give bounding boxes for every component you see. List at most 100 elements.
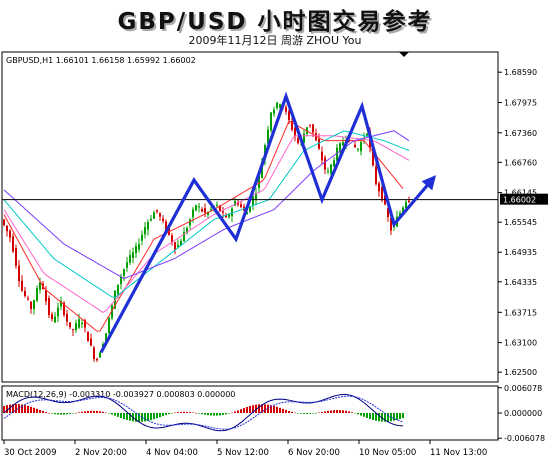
price-tick-label: 1.63715 [504,308,537,317]
macd-histogram-bar [336,410,338,413]
macd-histogram-bar [348,411,350,413]
macd-histogram-bar [192,412,194,413]
chart-title: GBP/USD 小时图交易参考 [117,9,433,35]
macd-histogram-bar [63,413,65,415]
candle-body [51,314,53,319]
candle-body [39,282,41,290]
candle-body [66,313,68,322]
price-tick-label: 1.66760 [504,158,537,167]
candle-body [255,192,257,200]
candle-body [3,219,5,226]
candle-body [387,208,389,218]
macd-histogram-bar [339,410,341,413]
macd-histogram-bar [129,413,131,421]
macd-histogram-bar [153,413,155,420]
candle-body [132,252,134,258]
candle-body [228,214,230,218]
macd-histogram-bar [138,413,140,422]
macd-histogram-bar [261,404,263,413]
candle-body [321,151,323,161]
macd-histogram-bar [234,411,236,413]
macd-histogram-bar [396,413,398,420]
macd-histogram-bar [285,409,287,413]
shift-marker-icon [399,52,409,57]
macd-histogram-bar [135,413,137,422]
candle-body [372,146,374,166]
macd-histogram-bar [255,404,257,413]
macd-histogram-bar [372,413,374,420]
candle-body [24,290,26,297]
macd-histogram-bar [303,413,305,414]
macd-histogram-bar [183,411,185,413]
macd-histogram-bar [15,404,17,413]
candle-body [75,323,77,331]
macd-histogram-bar [315,413,317,414]
candle-body [339,143,341,153]
macd-histogram-bar [102,411,104,413]
time-tick-label: 6 Nov 20:00 [288,448,340,458]
candle-body [258,173,260,188]
candle-body [123,269,125,276]
candle-body [408,200,410,203]
macd-signal-line [3,395,404,430]
candle-body [222,211,224,213]
macd-histogram-bar [402,413,404,419]
macd-histogram-bar [210,413,212,416]
macd-histogram-bar [147,413,149,421]
macd-histogram-bar [324,411,326,413]
macd-histogram-bar [276,406,278,413]
candle-body [159,213,161,217]
macd-histogram-bar [159,413,161,418]
candle-body [354,144,356,148]
candle-body [108,318,110,334]
macd-histogram-bar [252,405,254,413]
macd-histogram-bar [384,413,386,422]
macd-histogram-bar [222,413,224,415]
macd-histogram-bar [354,413,356,414]
macd-histogram-bar [39,409,41,413]
macd-histogram-bar [126,413,128,420]
candle-body [234,201,236,206]
time-tick-label: 10 Nov 05:00 [359,448,416,458]
current-price-box [500,193,548,205]
price-tick-label: 1.64335 [504,278,537,287]
macd-histogram-bar [195,412,197,414]
macd-histogram-bar [111,413,113,415]
candle-body [15,247,17,266]
candle-body [225,215,227,218]
candle-body [192,209,194,218]
candle-body [378,183,380,192]
macd-histogram-bar [366,413,368,418]
candle-body [231,208,233,217]
price-tick-label: 1.68590 [504,68,537,77]
macd-histogram-bar [78,412,80,413]
candle-body [48,298,50,316]
macd-histogram-bar [69,413,71,414]
macd-histogram-bar [171,413,173,414]
time-tick-label: 2 Nov 20:00 [75,448,127,458]
macd-histogram-bar [345,410,347,413]
candle-body [357,148,359,150]
macd-histogram-bar [180,411,182,413]
price-tick-label: 1.65545 [504,218,537,227]
macd-histogram-bar [108,413,110,414]
macd-histogram-bar [216,413,218,416]
candle-body [309,124,311,126]
macd-histogram-bar [270,405,272,413]
candle-body [270,112,272,131]
candle-body [57,307,59,317]
candle-body [342,142,344,146]
candle-body [405,201,407,209]
candle-body [54,316,56,323]
macd-histogram-bar [51,413,53,414]
candle-body [138,244,140,250]
candle-body [180,240,182,246]
macd-histogram-bar [378,413,380,422]
candle-body [198,206,200,208]
candle-body [96,358,98,361]
macd-histogram-bar [162,413,164,417]
candle-body [87,331,89,342]
candle-body [60,301,62,307]
candle-body [105,333,107,342]
current-price-label: 1.66002 [503,196,536,205]
